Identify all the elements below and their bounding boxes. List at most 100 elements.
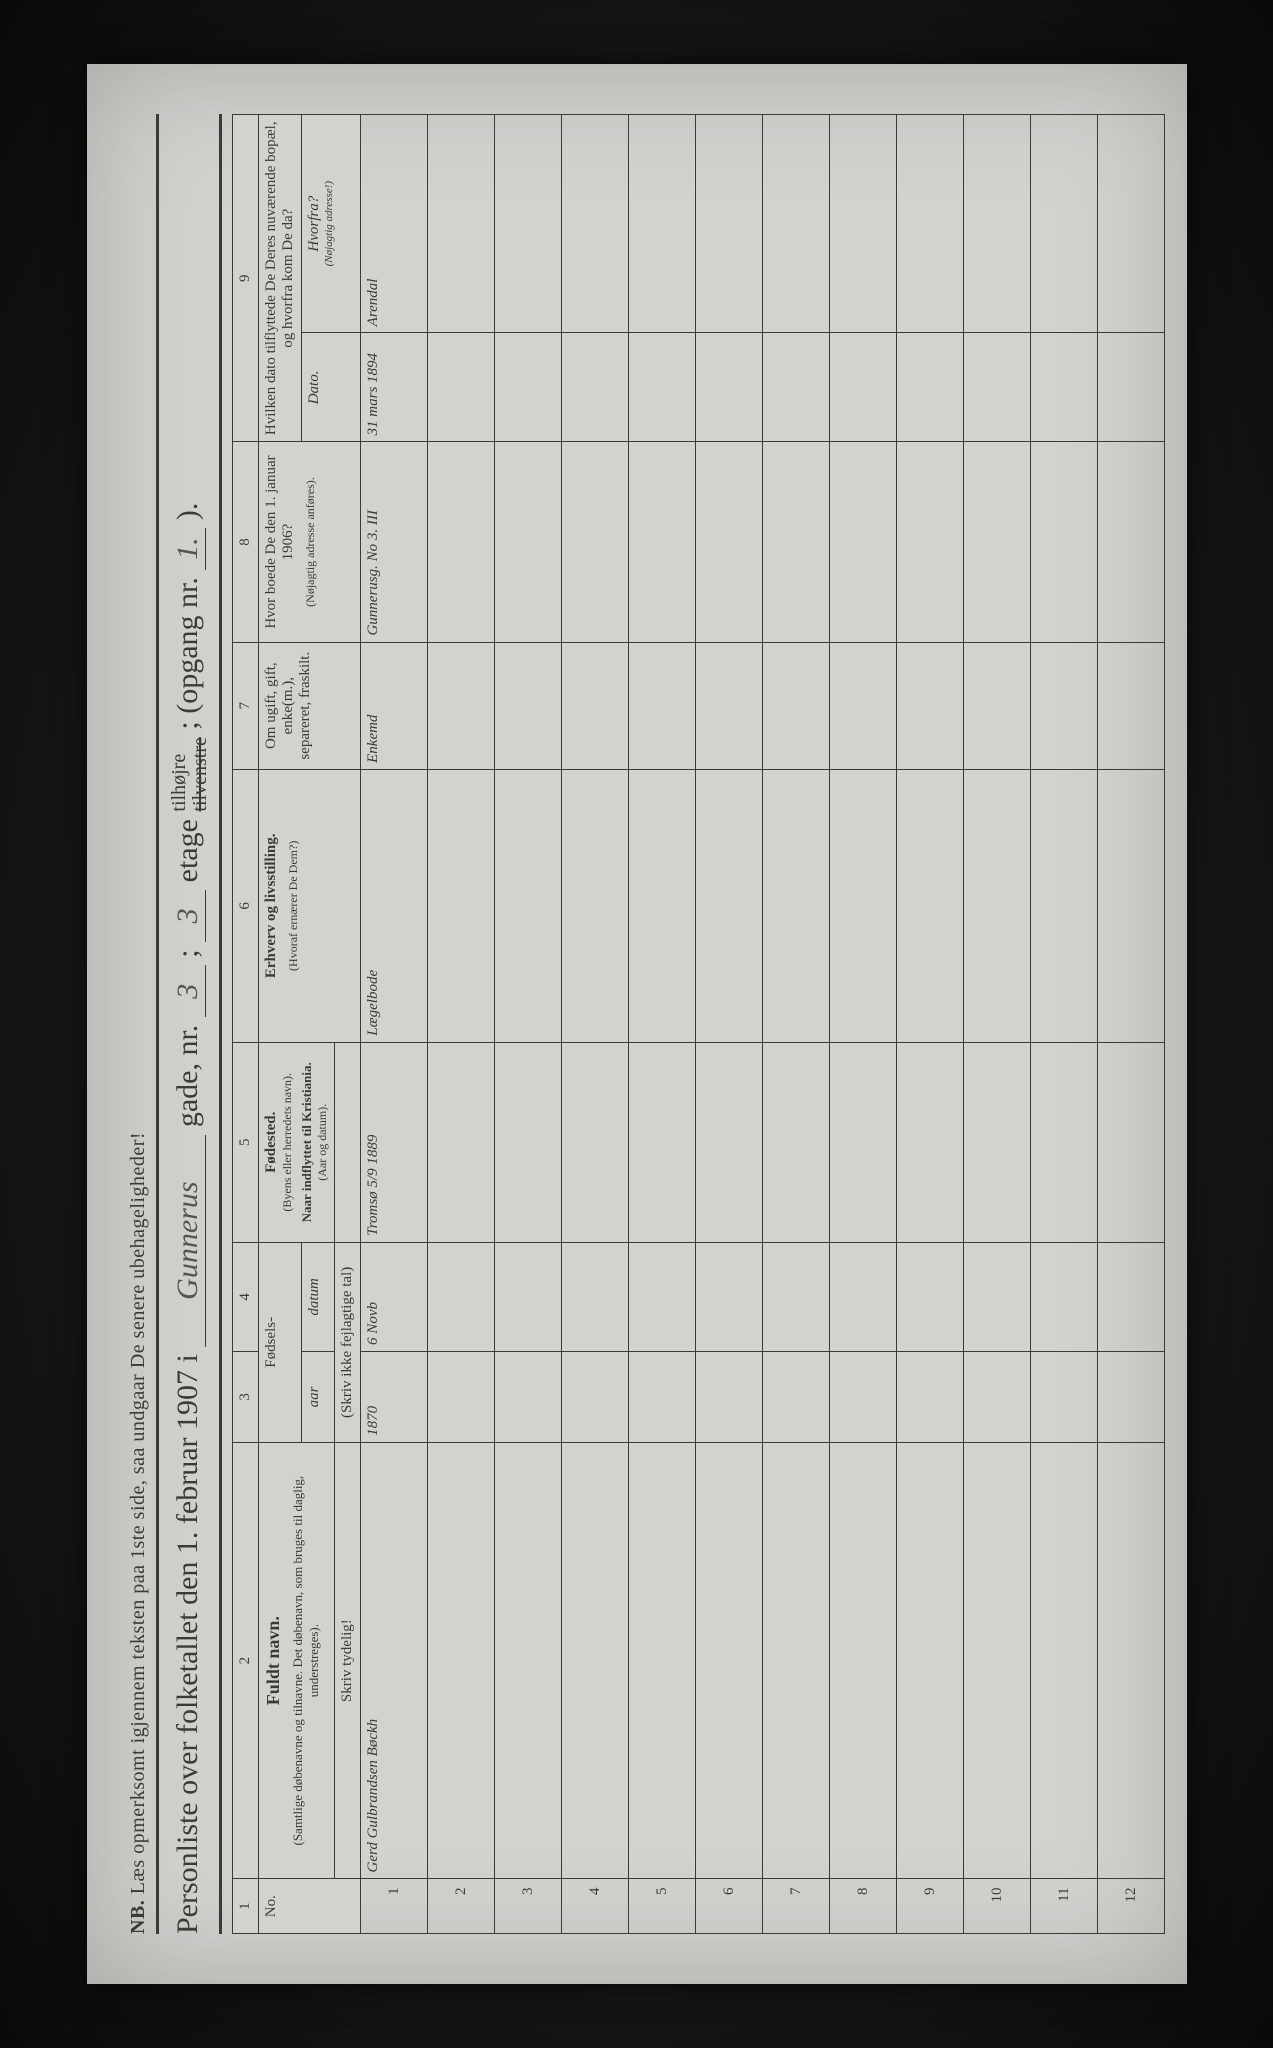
cell (762, 642, 829, 769)
cell (963, 1442, 1030, 1879)
cell: 6 Novb (360, 1242, 427, 1351)
colnum-9: 9 (232, 115, 258, 442)
cell (963, 642, 1030, 769)
cell (561, 1442, 628, 1879)
cell (829, 115, 896, 333)
cell (1097, 1242, 1164, 1351)
cell: 4 (561, 1879, 628, 1934)
cell (1030, 1042, 1097, 1242)
census-form-page: NB. Læs opmerksomt igjennem teksten paa … (87, 64, 1187, 1984)
cell (561, 1351, 628, 1442)
cell (628, 642, 695, 769)
cell (896, 1351, 963, 1442)
cell (561, 769, 628, 1042)
cell (1097, 1042, 1164, 1242)
cell (963, 1042, 1030, 1242)
cell (896, 333, 963, 442)
cell (695, 1351, 762, 1442)
title-lead: Personliste over folketallet den 1. febr… (170, 1354, 203, 1934)
etage-value: 3 (170, 890, 205, 942)
table-row: 5 (628, 115, 695, 1934)
cell (829, 442, 896, 642)
h-1906: Hvor boede De den 1. januar 1906? (Nøjag… (258, 442, 360, 642)
cell (1097, 642, 1164, 769)
cell (896, 1242, 963, 1351)
cell (829, 1242, 896, 1351)
cell (427, 1351, 494, 1442)
colnum-3: 3 (232, 1351, 258, 1442)
table-row: 2 (427, 115, 494, 1934)
colnum-4: 4 (232, 1242, 258, 1351)
cell (695, 1042, 762, 1242)
gade-label: gade, nr. (170, 1025, 203, 1127)
cell (1097, 1442, 1164, 1879)
cell (762, 442, 829, 642)
h-name-title: Fuldt navn. (263, 1449, 284, 1873)
cell (427, 115, 494, 333)
table-row: 3 (494, 115, 561, 1934)
table-row: 7 (762, 115, 829, 1934)
cell (896, 769, 963, 1042)
h-name: Fuldt navn. (Samtlige døbenavne og tilna… (258, 1442, 334, 1879)
cell (896, 1442, 963, 1879)
colnum-8: 8 (232, 442, 258, 642)
cell: 1 (360, 1879, 427, 1934)
scan-background: NB. Læs opmerksomt igjennem teksten paa … (0, 0, 1273, 2048)
cell (427, 333, 494, 442)
cell: 1870 (360, 1351, 427, 1442)
cell (963, 442, 1030, 642)
semicolon: ; (170, 949, 203, 957)
table-row: 8 (829, 115, 896, 1934)
cell (1097, 115, 1164, 333)
table-row: 6 (695, 115, 762, 1934)
table-row: 9 (896, 115, 963, 1934)
nb-label: NB. (127, 1900, 149, 1934)
table-row: 10 (963, 115, 1030, 1934)
instr-name: Skriv tydelig! (334, 1442, 360, 1879)
cell (628, 333, 695, 442)
cell (1097, 333, 1164, 442)
tilvenstre-struck: tilvenstre (189, 737, 211, 811)
cell (829, 1442, 896, 1879)
h-1906-s: (Nøjagtig adresse anføres). (303, 448, 318, 635)
cell (762, 769, 829, 1042)
h-no: No. (258, 1879, 360, 1934)
cell (494, 1442, 561, 1879)
cell (494, 769, 561, 1042)
cell (628, 1042, 695, 1242)
nb-line: NB. Læs opmerksomt igjennem teksten paa … (127, 114, 150, 1934)
h-erhverv-s: (Hvoraf ernærer De Dem?) (286, 776, 301, 1036)
cell (1030, 769, 1097, 1042)
h-status: Om ugift, gift, enke(m.), separeret, fra… (258, 642, 360, 769)
cell (1030, 1351, 1097, 1442)
cell (1097, 442, 1164, 642)
gade-value: 3 (170, 965, 205, 1017)
h-fodested-s1: (Byens eller herredets navn). (280, 1049, 295, 1236)
h-move-from-t: Hvorfra? (306, 121, 323, 326)
table-row: 12 (1097, 115, 1164, 1934)
cell (762, 1351, 829, 1442)
h-1906-t: Hvor boede De den 1. januar 1906? (263, 448, 297, 635)
cell (427, 1242, 494, 1351)
cell (1030, 442, 1097, 642)
street-blank: Gunnerus (170, 1135, 205, 1347)
cell (695, 1242, 762, 1351)
cell: 7 (762, 1879, 829, 1934)
colnum-2: 2 (232, 1442, 258, 1879)
cell (695, 333, 762, 442)
cell (963, 769, 1030, 1042)
h-fodested-s2: Naar indflyttet til Kristiania. (299, 1049, 315, 1236)
cell (628, 1442, 695, 1879)
cell: 11 (1030, 1879, 1097, 1934)
cell: 3 (494, 1879, 561, 1934)
table-row: 11 (1030, 115, 1097, 1934)
cell (1030, 642, 1097, 769)
cell (963, 1351, 1030, 1442)
table-body: 1Gerd Gulbrandsen Bøckh18706 NovbTromsø … (360, 115, 1164, 1934)
cell: 8 (829, 1879, 896, 1934)
cell (762, 1442, 829, 1879)
cell (494, 115, 561, 333)
census-table: 1 2 3 4 5 6 7 8 9 No. Fuldt navn. (Samtl… (232, 114, 1165, 1934)
cell (1097, 1351, 1164, 1442)
table-row: 1Gerd Gulbrandsen Bøckh18706 NovbTromsø … (360, 115, 427, 1934)
